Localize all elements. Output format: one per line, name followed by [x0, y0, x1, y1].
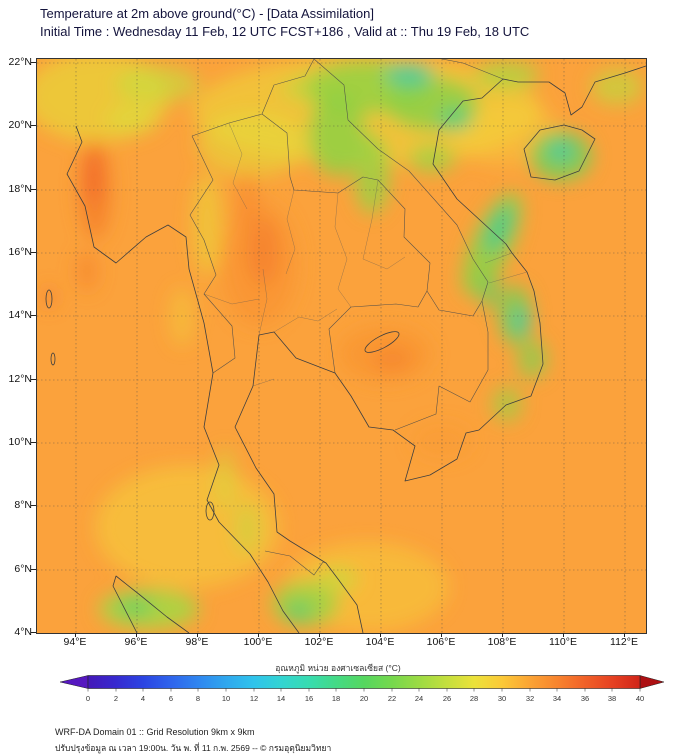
colorbar-tick: 4: [140, 694, 146, 703]
y-axis-label: 20°N: [8, 119, 32, 131]
colorbar: [59, 675, 665, 692]
x-axis-label: 96°E: [124, 636, 148, 648]
y-axis-label: 4°N: [14, 626, 32, 638]
colorbar-extend-high-arrow: [639, 675, 665, 689]
colorbar-tick: 2: [113, 694, 119, 703]
x-axis-label: 94°E: [63, 636, 87, 648]
colorbar-tick: 8: [195, 694, 201, 703]
y-axis-label: 14°N: [8, 309, 32, 321]
chart-subtitle: Initial Time : Wednesday 11 Feb, 12 UTC …: [40, 24, 530, 39]
colorbar-tick: 14: [276, 694, 286, 703]
x-axis-label: 110°E: [549, 636, 577, 648]
x-axis-label: 108°E: [487, 636, 517, 648]
colorbar-tick: 12: [249, 694, 259, 703]
colorbar-tick: 38: [607, 694, 617, 703]
x-axis-label: 102°E: [304, 636, 334, 648]
y-axis-label: 6°N: [14, 563, 32, 575]
x-axis-label: 98°E: [185, 636, 209, 648]
colorbar-label: อุณหภูมิ หน่วย องศาเซลเซียส (°C): [275, 663, 401, 673]
colorbar-tick: 34: [552, 694, 562, 703]
colorbar-tick: 26: [442, 694, 452, 703]
x-axis-label: 104°E: [365, 636, 395, 648]
update-copyright-info: ปรับปรุงข้อมูล ณ เวลา 19:00น. วัน พ. ที่…: [55, 743, 332, 753]
y-axis-label: 12°N: [8, 373, 32, 385]
colorbar-tick: 16: [304, 694, 314, 703]
grid-lines: [37, 59, 646, 633]
colorbar-tick: 32: [525, 694, 535, 703]
colorbar-tick-marks: [87, 688, 641, 692]
colorbar-tick: 36: [580, 694, 590, 703]
y-axis-label: 10°N: [8, 436, 32, 448]
colorbar-tick: 30: [497, 694, 507, 703]
y-axis-label: 8°N: [14, 499, 32, 511]
colorbar-tick: 40: [635, 694, 645, 703]
temperature-field: [37, 59, 643, 632]
country-borders: [189, 59, 504, 576]
colorbar-tick: 24: [414, 694, 424, 703]
temperature-map: [37, 59, 646, 633]
colorbar-tick: 28: [469, 694, 479, 703]
y-axis-label: 22°N: [8, 56, 32, 68]
province-borders: [203, 122, 528, 387]
colorbar-extend-low-arrow: [59, 675, 89, 689]
map-plot-area: [36, 58, 647, 634]
x-axis-label: 112°E: [610, 636, 638, 648]
y-axis-label: 16°N: [8, 246, 32, 258]
colorbar-gradient: [87, 675, 641, 689]
colorbar-tick: 0: [85, 694, 91, 703]
colorbar-tick: 18: [331, 694, 341, 703]
x-axis-label: 100°E: [243, 636, 273, 648]
colorbar-tick: 6: [168, 694, 174, 703]
chart-title: Temperature at 2m above ground(°C) - [Da…: [40, 6, 374, 21]
coastlines: [45, 65, 646, 633]
colorbar-tick: 20: [359, 694, 369, 703]
colorbar-tick: 10: [221, 694, 231, 703]
model-info: WRF-DA Domain 01 :: Grid Resolution 9km …: [55, 727, 255, 737]
y-axis-label: 18°N: [8, 183, 32, 195]
colorbar-tick: 22: [387, 694, 397, 703]
x-axis-label: 106°E: [426, 636, 456, 648]
